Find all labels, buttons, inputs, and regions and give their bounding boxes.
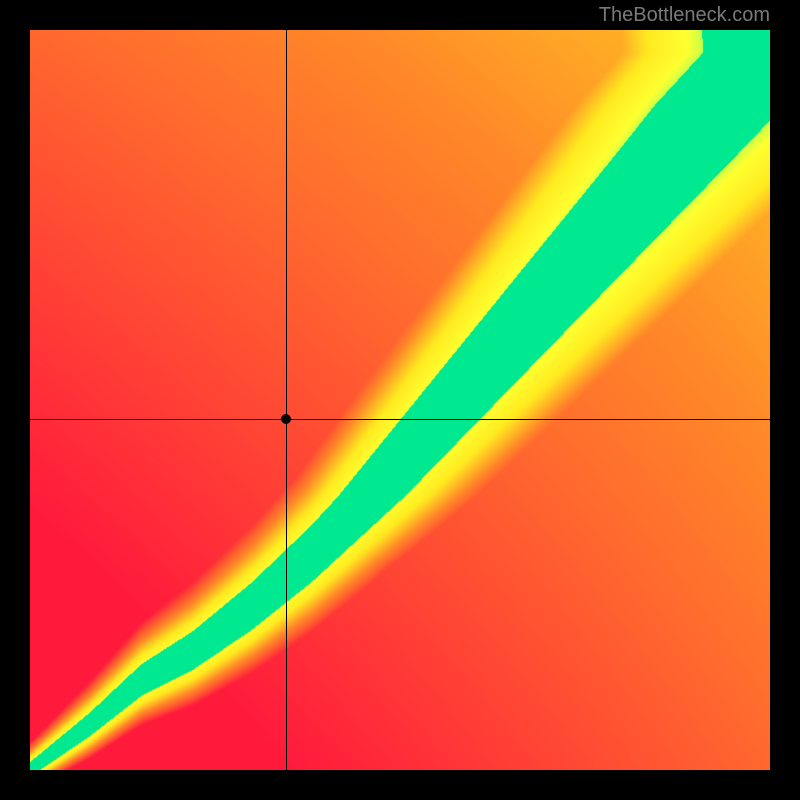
crosshair-horizontal	[30, 419, 770, 420]
crosshair-marker	[281, 414, 291, 424]
watermark-text: TheBottleneck.com	[599, 4, 770, 27]
heatmap-plot	[30, 30, 770, 770]
crosshair-vertical	[286, 30, 287, 770]
heatmap-canvas	[30, 30, 770, 770]
